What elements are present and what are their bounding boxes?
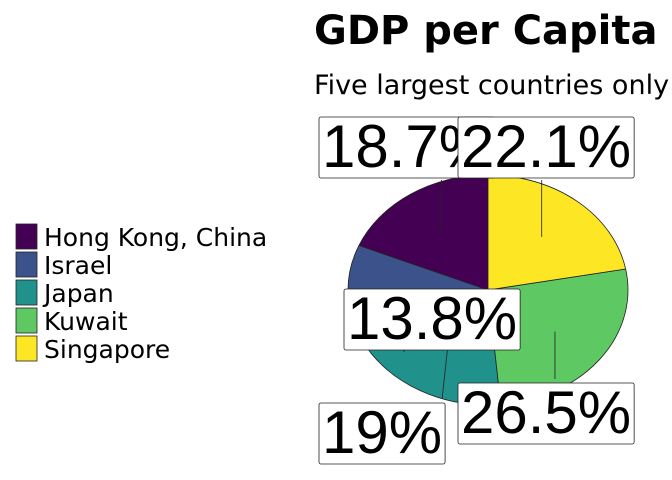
legend-label: Israel bbox=[44, 251, 112, 280]
value-label-box bbox=[457, 382, 635, 445]
legend-label: Kuwait bbox=[44, 307, 128, 336]
legend: Hong Kong, ChinaIsraelJapanKuwaitSingapo… bbox=[15, 223, 267, 364]
value-label-box bbox=[343, 288, 521, 351]
legend-swatch bbox=[15, 335, 38, 362]
legend-label: Hong Kong, China bbox=[44, 223, 267, 252]
legend-swatch bbox=[15, 223, 38, 250]
value-label-box bbox=[457, 116, 635, 179]
legend-label: Singapore bbox=[44, 335, 170, 364]
legend-swatch bbox=[15, 251, 38, 278]
value-label-box bbox=[318, 402, 446, 465]
value-label: 22.1% bbox=[461, 113, 631, 180]
legend-swatch bbox=[15, 307, 38, 334]
legend-swatch bbox=[15, 279, 38, 306]
chart-title: GDP per Capita co bbox=[314, 8, 672, 54]
value-labels: 18.7%13.8%19% 26.5%22.1% bbox=[318, 113, 635, 466]
value-label: 26.5% bbox=[461, 379, 631, 446]
leader-line bbox=[441, 350, 448, 400]
chart-subtitle: Five largest countries only bbox=[314, 70, 669, 101]
legend-label: Japan bbox=[42, 279, 114, 308]
value-label: 19% bbox=[322, 399, 442, 466]
value-label: 13.8% bbox=[347, 285, 517, 352]
